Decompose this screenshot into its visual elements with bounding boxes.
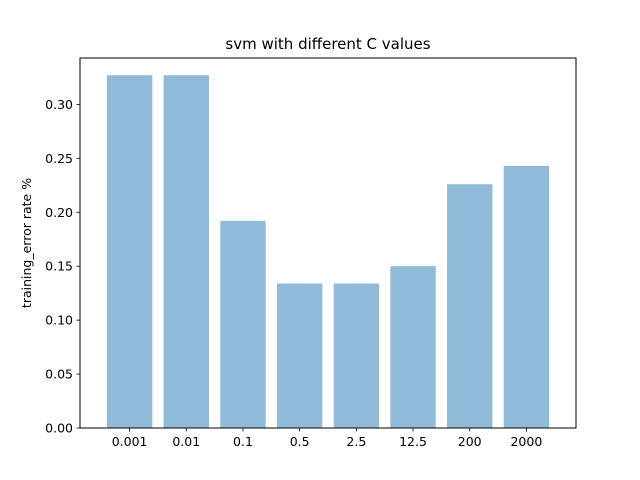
- y-tick-label: 0.15: [45, 259, 73, 274]
- bar-0.1: [220, 220, 266, 428]
- x-tick-label: 0.1: [233, 434, 253, 449]
- x-tick-label: 0.001: [112, 434, 148, 449]
- y-tick-label: 0.30: [45, 97, 73, 112]
- y-tick-label: 0.25: [45, 151, 73, 166]
- x-tick-label: 200: [458, 434, 482, 449]
- bar-0.5: [276, 283, 323, 428]
- bar-200: [447, 184, 493, 428]
- bar-12.5: [390, 266, 436, 428]
- x-tick-label: 0.01: [172, 434, 200, 449]
- x-tick-label: 2.5: [346, 434, 366, 449]
- bars-group: [106, 75, 550, 428]
- y-tick-label: 0.00: [45, 421, 73, 436]
- x-tick-label: 12.5: [399, 434, 427, 449]
- y-tick-label: 0.05: [45, 367, 73, 382]
- y-tick-label: 0.20: [45, 205, 73, 220]
- plot-frame: [79, 57, 577, 429]
- bar-2.5: [333, 283, 380, 428]
- chart-title: svm with different C values: [225, 35, 430, 53]
- bar-0.01: [163, 75, 209, 428]
- y-tick-label: 0.10: [45, 313, 73, 328]
- x-axis-ticks: 0.001 0.01 0.1 0.5 2.5 12.5 200 2000: [112, 428, 542, 449]
- y-axis-label: training_error rate %: [19, 178, 34, 308]
- bar-0.001: [106, 75, 153, 428]
- x-tick-label: 2000: [510, 434, 542, 449]
- bar-2000: [503, 165, 550, 428]
- x-tick-label: 0.5: [290, 434, 310, 449]
- y-axis-ticks: 0.00 0.05 0.10 0.15 0.20 0.25 0.30: [45, 97, 80, 436]
